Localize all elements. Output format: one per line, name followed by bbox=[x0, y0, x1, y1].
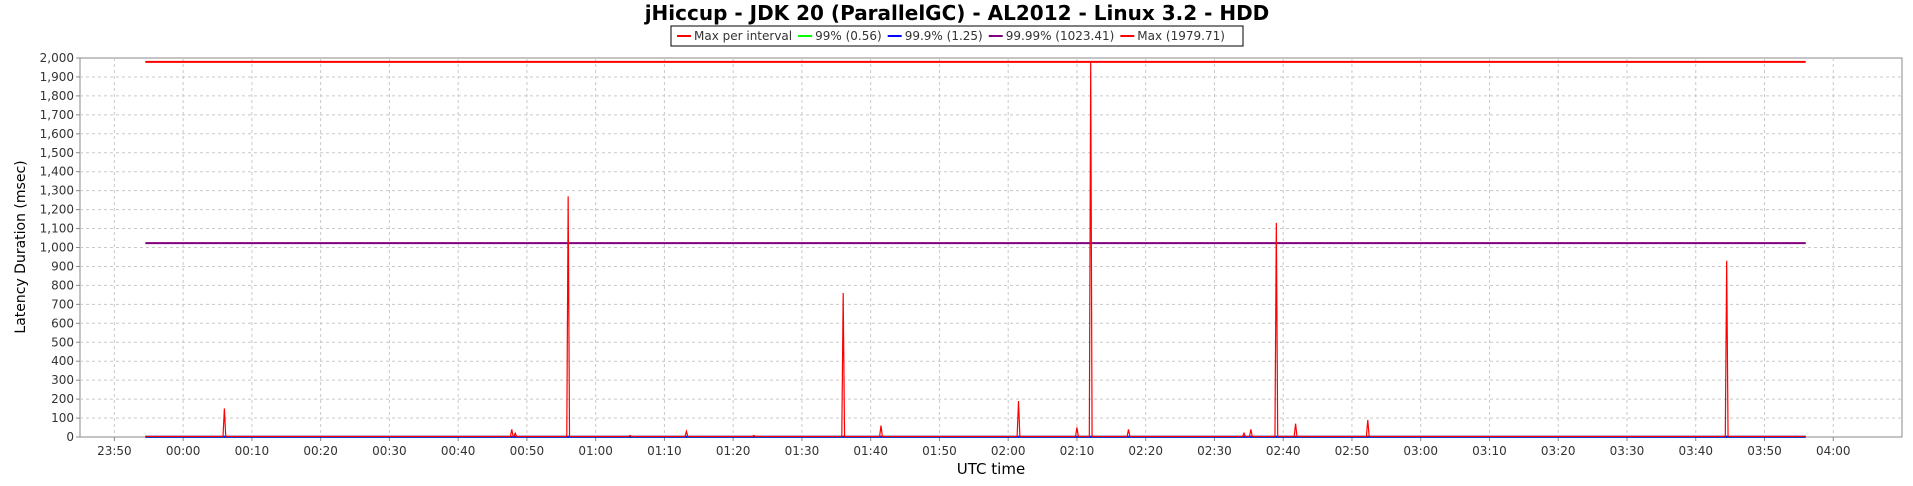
legend-label: 99.99% (1023.41) bbox=[1006, 29, 1115, 43]
x-tick-label: 03:00 bbox=[1403, 444, 1438, 458]
y-tick-label: 2,000 bbox=[40, 51, 74, 65]
x-tick-label: 02:00 bbox=[991, 444, 1026, 458]
legend-label: Max per interval bbox=[694, 29, 792, 43]
x-tick-label: 01:50 bbox=[922, 444, 957, 458]
grid-lines bbox=[80, 58, 1902, 437]
series-max-per-interval bbox=[145, 61, 1806, 438]
x-axis-label: UTC time bbox=[957, 460, 1025, 478]
y-tick-label: 900 bbox=[51, 259, 74, 273]
x-tick-label: 01:00 bbox=[578, 444, 613, 458]
x-tick-label: 02:20 bbox=[1128, 444, 1163, 458]
chart-legend: Max per interval 99% (0.56) 99.9% (1.25) 99… bbox=[670, 25, 1244, 47]
y-tick-label: 1,800 bbox=[40, 89, 74, 103]
y-tick-label: 700 bbox=[51, 297, 74, 311]
series-layer bbox=[145, 60, 1806, 438]
x-tick-label: 01:30 bbox=[785, 444, 820, 458]
x-tick-label: 01:40 bbox=[853, 444, 888, 458]
y-tick-label: 1,600 bbox=[40, 127, 74, 141]
x-tick-label: 00:20 bbox=[303, 444, 338, 458]
x-tick-label: 00:30 bbox=[372, 444, 407, 458]
x-tick-label: 00:10 bbox=[235, 444, 270, 458]
y-tick-label: 1,900 bbox=[40, 70, 74, 84]
y-tick-label: 1,400 bbox=[40, 165, 74, 179]
y-tick-label: 1,500 bbox=[40, 146, 74, 160]
x-tick-label: 03:40 bbox=[1678, 444, 1713, 458]
chart-title: jHiccup - JDK 20 (ParallelGC) - AL2012 -… bbox=[644, 1, 1270, 25]
y-tick-label: 800 bbox=[51, 278, 74, 292]
y-tick-label: 400 bbox=[51, 354, 74, 368]
legend-frame bbox=[670, 25, 1244, 47]
y-tick-label: 1,200 bbox=[40, 203, 74, 217]
y-tick-label: 200 bbox=[51, 392, 74, 406]
x-tick-label: 01:20 bbox=[716, 444, 751, 458]
x-tick-label: 03:50 bbox=[1747, 444, 1782, 458]
y-axis: 0 100 200 300 400 500 600 700 800 900 1,000 1,100 1,… bbox=[40, 51, 80, 444]
y-tick-label: 300 bbox=[51, 373, 74, 387]
x-tick-label: 01:10 bbox=[647, 444, 682, 458]
x-tick-label: 02:50 bbox=[1335, 444, 1370, 458]
y-tick-label: 1,300 bbox=[40, 184, 74, 198]
legend-label: 99.9% (1.25) bbox=[905, 29, 983, 43]
x-tick-label: 04:00 bbox=[1816, 444, 1851, 458]
y-tick-label: 100 bbox=[51, 411, 74, 425]
y-tick-label: 600 bbox=[51, 316, 74, 330]
y-tick-label: 500 bbox=[51, 335, 74, 349]
x-tick-label: 00:40 bbox=[441, 444, 476, 458]
y-axis-label: Latency Duration (msec) bbox=[13, 160, 29, 333]
legend-label: Max (1979.71) bbox=[1137, 29, 1225, 43]
x-tick-label: 02:40 bbox=[1266, 444, 1301, 458]
legend-label: 99% (0.56) bbox=[815, 29, 882, 43]
x-tick-label: 02:10 bbox=[1060, 444, 1095, 458]
y-tick-label: 1,700 bbox=[40, 108, 74, 122]
x-tick-label: 00:00 bbox=[166, 444, 201, 458]
x-tick-label: 03:20 bbox=[1541, 444, 1576, 458]
y-tick-label: 1,100 bbox=[40, 222, 74, 236]
x-axis: 23:50 00:00 00:10 00:20 00:30 00:40 00:50 01:00… bbox=[97, 437, 1851, 458]
x-tick-label: 03:10 bbox=[1472, 444, 1507, 458]
y-tick-label: 0 bbox=[66, 430, 74, 444]
x-tick-label: 02:30 bbox=[1197, 444, 1232, 458]
x-tick-label: 03:30 bbox=[1610, 444, 1645, 458]
x-tick-label: 00:50 bbox=[510, 444, 545, 458]
y-tick-label: 1,000 bbox=[40, 241, 74, 255]
x-tick-label: 23:50 bbox=[97, 444, 132, 458]
